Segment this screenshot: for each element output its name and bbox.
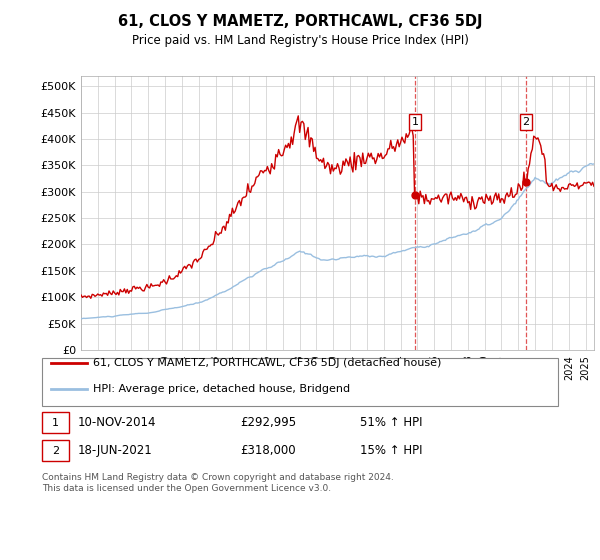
- Text: £318,000: £318,000: [240, 444, 296, 458]
- Text: 10-NOV-2014: 10-NOV-2014: [78, 416, 157, 430]
- Text: 1: 1: [412, 117, 419, 127]
- Text: Price paid vs. HM Land Registry's House Price Index (HPI): Price paid vs. HM Land Registry's House …: [131, 34, 469, 46]
- Text: 2: 2: [523, 117, 530, 127]
- Text: 2: 2: [52, 446, 59, 456]
- Text: Contains HM Land Registry data © Crown copyright and database right 2024.
This d: Contains HM Land Registry data © Crown c…: [42, 473, 394, 493]
- Text: 15% ↑ HPI: 15% ↑ HPI: [360, 444, 422, 458]
- Text: 51% ↑ HPI: 51% ↑ HPI: [360, 416, 422, 430]
- Text: 18-JUN-2021: 18-JUN-2021: [78, 444, 153, 458]
- Text: 61, CLOS Y MAMETZ, PORTHCAWL, CF36 5DJ (detached house): 61, CLOS Y MAMETZ, PORTHCAWL, CF36 5DJ (…: [93, 358, 442, 367]
- Text: 1: 1: [52, 418, 59, 428]
- Text: HPI: Average price, detached house, Bridgend: HPI: Average price, detached house, Brid…: [93, 384, 350, 394]
- Text: £292,995: £292,995: [240, 416, 296, 430]
- Text: 61, CLOS Y MAMETZ, PORTHCAWL, CF36 5DJ: 61, CLOS Y MAMETZ, PORTHCAWL, CF36 5DJ: [118, 14, 482, 29]
